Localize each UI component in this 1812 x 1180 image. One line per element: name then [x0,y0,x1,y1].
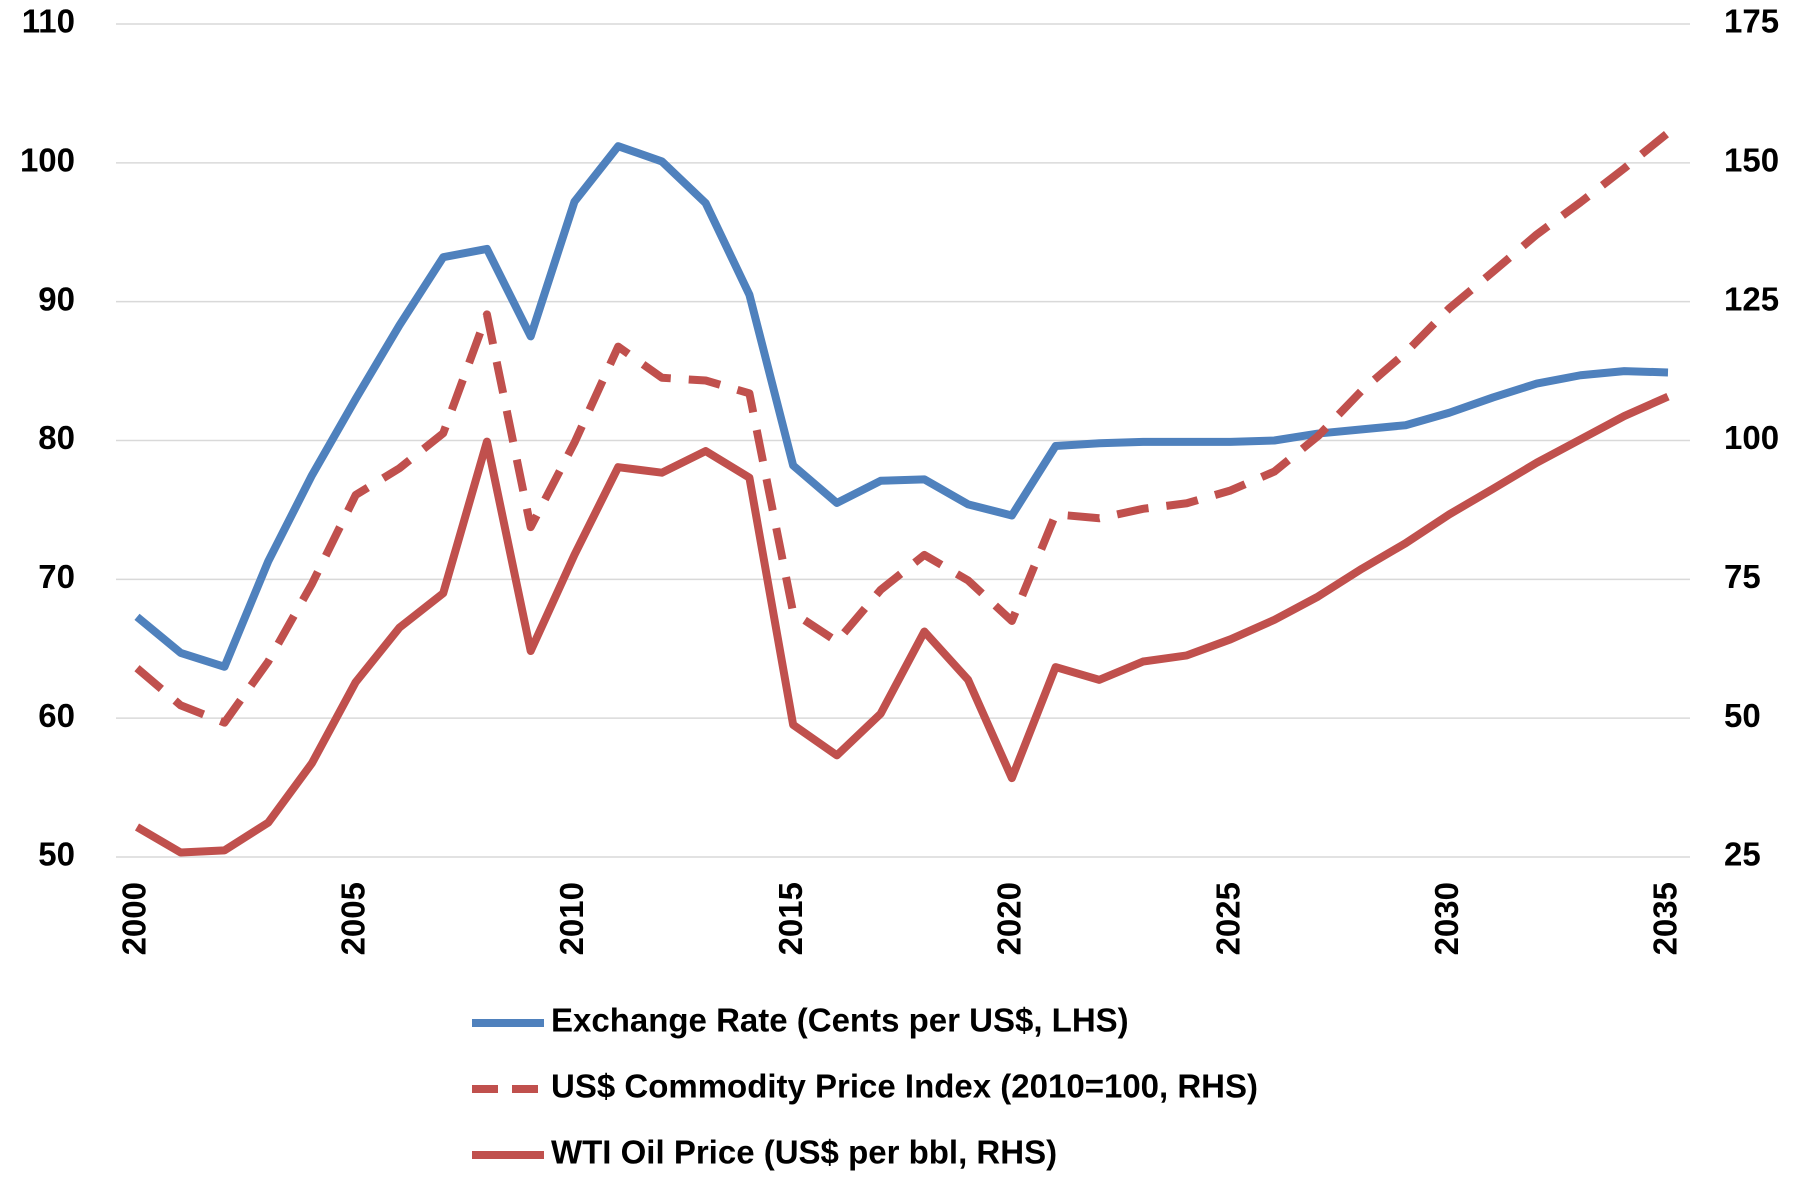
y-tick-label: 110 [22,3,75,40]
x-tick-label: 2015 [772,882,809,955]
x-tick-label: 2025 [1209,882,1246,955]
y2-tick-label: 125 [1724,280,1779,317]
x-tick-label: 2020 [991,882,1028,955]
y-tick-label: 70 [38,558,75,595]
legend-label: WTI Oil Price (US$ per bbl, RHS) [551,1134,1057,1171]
legend-label: Exchange Rate (Cents per US$, LHS) [551,1002,1129,1039]
y-tick-label: 60 [38,697,75,734]
y-tick-label: 50 [38,836,75,873]
legend-label: US$ Commodity Price Index (2010=100, RHS… [551,1068,1258,1105]
y2-tick-label: 150 [1724,142,1779,179]
series-line [134,142,1669,671]
y-tick-label: 100 [20,142,75,179]
y-tick-label: 90 [38,280,75,317]
y2-tick-label: 175 [1724,3,1779,40]
y2-tick-label: 50 [1724,697,1761,734]
y2-tick-label: 100 [1724,419,1779,456]
x-tick-label: 2000 [116,882,153,955]
x-tick-label: 2035 [1647,882,1684,955]
series-line [134,392,1670,857]
x-tick-label: 2030 [1428,882,1465,955]
x-tick-label: 2005 [334,882,371,955]
series-line [134,129,1671,727]
y2-tick-label: 75 [1724,558,1761,595]
y-tick-label: 80 [38,419,75,456]
x-tick-label: 2010 [553,882,590,955]
y2-tick-label: 25 [1724,836,1761,873]
